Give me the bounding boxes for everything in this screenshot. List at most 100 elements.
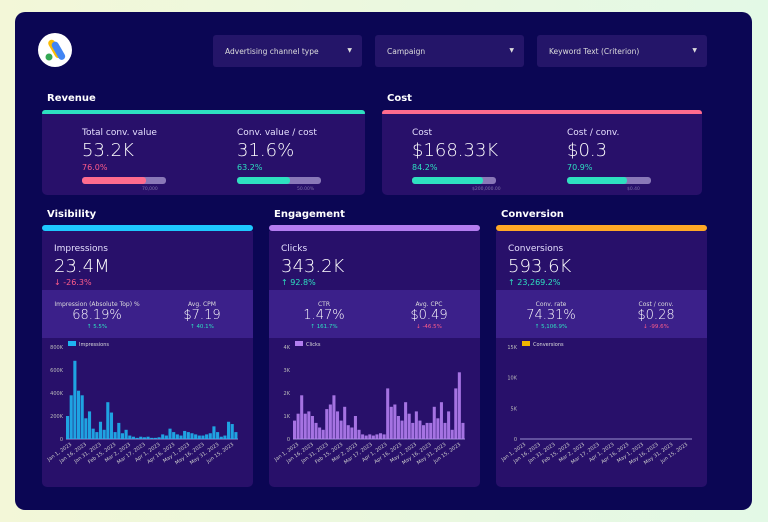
sub-metric-value: 74.31% <box>526 308 576 323</box>
bar <box>353 416 357 439</box>
sub-metrics: Impression (Absolute Top) % 68.19% ↑ 5.5… <box>42 290 253 338</box>
bar <box>219 436 223 439</box>
bar <box>375 434 379 439</box>
bar <box>396 416 400 439</box>
main-metric-label: Clicks <box>281 244 308 254</box>
bar <box>87 411 92 439</box>
engagement-card: Clicks 343.2K ↑ 92.8% CTR 1.47% ↑ 161.7%… <box>269 231 480 487</box>
main-metric-value: 23.4M <box>54 256 110 277</box>
bar <box>339 420 343 439</box>
bar <box>443 422 447 439</box>
sub-metric-change: ↓ -99.6% <box>606 324 706 330</box>
sub-metric-label: Avg. CPM <box>188 301 216 308</box>
y-tick-label: 4K <box>284 345 291 351</box>
bar <box>91 428 95 439</box>
bar <box>190 433 194 439</box>
arrow-down-icon: ↓ <box>416 324 421 330</box>
revenue-accent-bar <box>42 110 365 116</box>
filter-label: Advertising channel type <box>225 47 319 56</box>
y-tick-label: 400K <box>50 391 64 397</box>
main-metric-value: 593.6K <box>508 256 572 277</box>
bar <box>296 413 300 439</box>
bar <box>371 435 375 439</box>
bar <box>139 436 143 439</box>
arrow-up-icon: ↑ <box>190 324 195 330</box>
change-value: 92.8% <box>290 278 316 287</box>
metric-target: 50.00% <box>297 187 315 192</box>
bar <box>146 436 150 439</box>
arrow-down-icon: ↓ <box>54 278 61 287</box>
metric-target: $0.40 <box>627 187 640 192</box>
sub-metric-value: 68.19% <box>72 308 122 323</box>
bar <box>361 434 365 439</box>
bar <box>300 395 304 439</box>
bar <box>439 402 443 439</box>
bar <box>293 420 297 439</box>
metric-progress-bar <box>412 177 496 184</box>
revenue-card: Total conv. value 53.2K 76.0% 70,000 Conv… <box>42 114 365 195</box>
visibility-title: Visibility <box>47 209 97 220</box>
bar <box>161 434 165 439</box>
bar <box>172 432 176 439</box>
bar <box>135 437 139 439</box>
cost-accent-bar <box>382 110 702 116</box>
main-metric-value: 343.2K <box>281 256 345 277</box>
filter-campaign[interactable]: Campaign ▼ <box>375 35 524 67</box>
section-accent-bar <box>496 225 707 231</box>
metric-progress-bar <box>237 177 321 184</box>
sub-metric-label: CTR <box>317 301 331 308</box>
bar <box>357 429 361 439</box>
metric-progress-percent: 63.2% <box>237 163 263 172</box>
bar <box>212 426 216 439</box>
bar <box>183 430 187 439</box>
bar <box>109 412 114 439</box>
bar <box>157 437 161 439</box>
sub-metric-value: 1.47% <box>303 308 345 323</box>
bar <box>113 432 117 439</box>
bar <box>407 413 411 439</box>
arrow-up-icon: ↑ <box>310 324 315 330</box>
bar <box>414 411 418 439</box>
bar <box>389 406 393 439</box>
bar <box>66 416 70 439</box>
bar <box>153 437 157 439</box>
legend-label: Clicks <box>306 342 321 348</box>
metric-progress-bar <box>567 177 651 184</box>
bar <box>216 432 220 439</box>
bar <box>454 388 458 439</box>
bar <box>321 429 325 439</box>
bar <box>325 409 329 439</box>
bar <box>142 437 146 439</box>
bar <box>336 411 340 439</box>
bar <box>447 411 451 439</box>
bar <box>461 422 465 439</box>
metric-progress-percent: 84.2% <box>412 163 438 172</box>
google-ads-logo <box>38 33 72 67</box>
bar <box>128 435 132 439</box>
sub-metric-change: ↑ 161.7% <box>274 324 374 330</box>
filter-advertising-channel-type[interactable]: Advertising channel type ▼ <box>213 35 362 67</box>
y-tick-label: 10K <box>507 376 517 382</box>
caret-down-icon: ▼ <box>347 47 352 54</box>
metric-label: Cost / conv. <box>567 128 620 138</box>
arrow-up-icon: ↑ <box>508 278 515 287</box>
bar <box>117 422 121 439</box>
bar <box>310 416 314 439</box>
bar <box>350 427 354 439</box>
filter-keyword-text[interactable]: Keyword Text (Criterion) ▼ <box>537 35 707 67</box>
bar <box>194 434 198 439</box>
main-metric-change: ↓ -26.3% <box>54 278 92 287</box>
revenue-title: Revenue <box>47 93 96 104</box>
change-value: -26.3% <box>63 278 92 287</box>
arrow-down-icon: ↓ <box>643 324 648 330</box>
y-tick-label: 3K <box>284 368 291 374</box>
sub-metric-value: $7.19 <box>183 308 221 323</box>
bar <box>168 428 172 439</box>
legend-swatch <box>68 341 76 346</box>
bar <box>368 434 372 439</box>
caret-down-icon: ▼ <box>509 47 514 54</box>
arrow-up-icon: ↑ <box>86 324 92 330</box>
bar <box>382 434 386 439</box>
y-tick-label: 0 <box>514 437 517 443</box>
filter-label: Keyword Text (Criterion) <box>549 47 640 56</box>
